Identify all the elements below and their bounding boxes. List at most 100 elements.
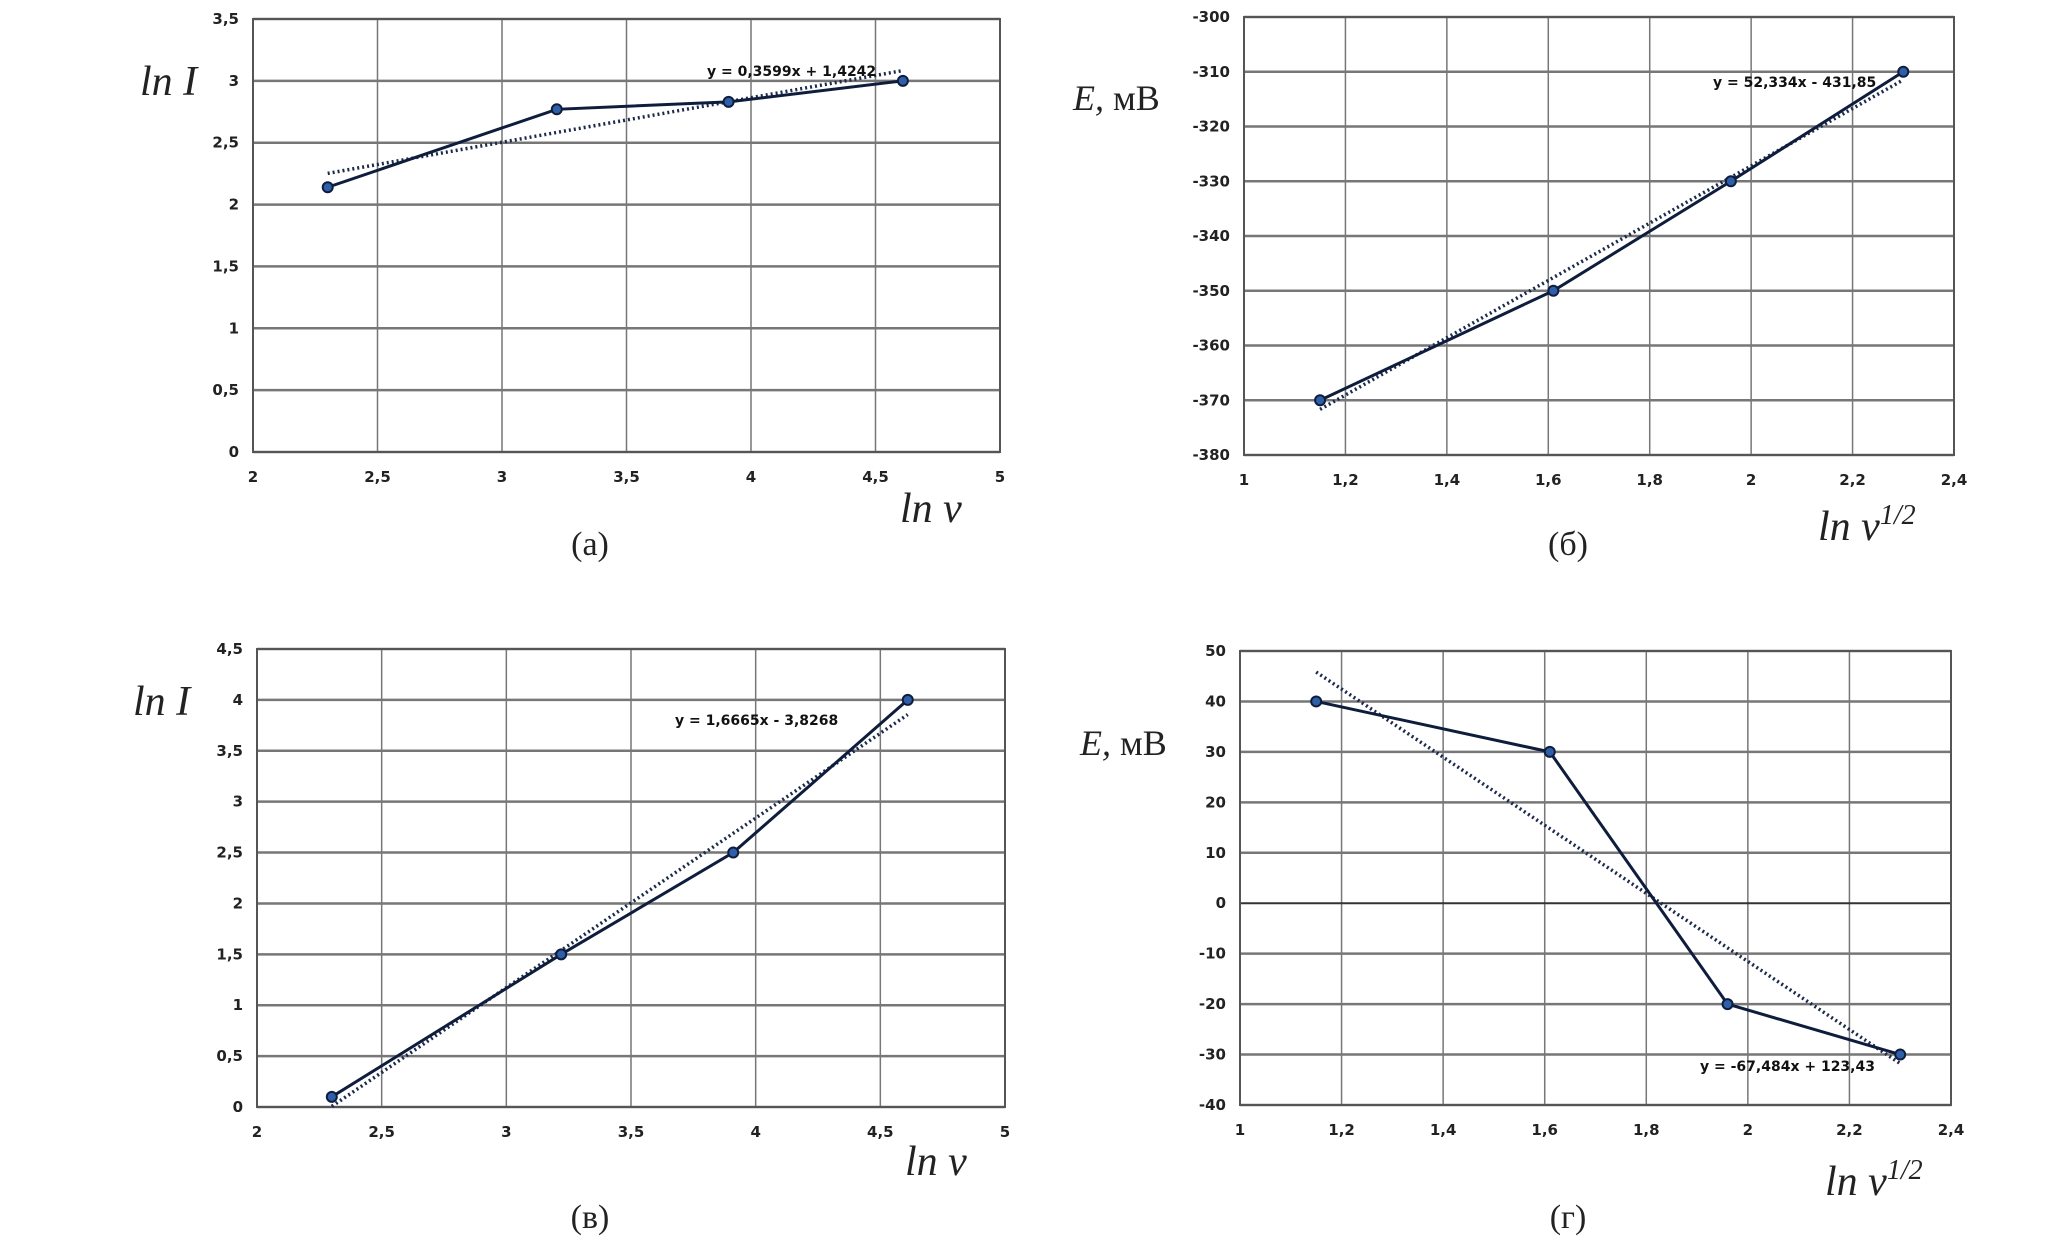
trendline-equation: y = 52,334x - 431,85 bbox=[1713, 75, 1876, 91]
x-tick-label: 3,5 bbox=[618, 1123, 645, 1141]
y-tick-label: 3 bbox=[229, 72, 239, 90]
data-point bbox=[896, 74, 909, 87]
x-tick-label: 5 bbox=[1000, 1123, 1010, 1141]
y-tick-label: 3,5 bbox=[216, 742, 243, 760]
x-tick-label: 1,8 bbox=[1633, 1121, 1660, 1139]
x-axis-label: ln ν bbox=[905, 1139, 967, 1185]
y-tick-label: 1,5 bbox=[212, 257, 239, 275]
y-tick-label: -310 bbox=[1192, 63, 1230, 81]
x-tick-label: 2,4 bbox=[1941, 471, 1968, 489]
data-point bbox=[1897, 65, 1910, 78]
data-point bbox=[555, 948, 568, 961]
x-axis-superscript: 1/2 bbox=[1887, 1155, 1923, 1186]
data-point bbox=[1543, 745, 1556, 758]
x-axis-label: ln ν1/2 bbox=[1825, 1155, 1923, 1205]
y-tick-label: -40 bbox=[1199, 1096, 1226, 1114]
y-tick-label: -20 bbox=[1199, 995, 1226, 1013]
y-axis-symbol: ln I bbox=[133, 679, 192, 725]
y-tick-label: 0,5 bbox=[212, 381, 239, 399]
plot-area-border bbox=[256, 648, 1006, 1108]
data-point bbox=[727, 846, 740, 859]
y-axis-label: E, мВ bbox=[1072, 78, 1160, 118]
y-tick-label: 2 bbox=[229, 196, 239, 214]
y-axis-label: E, мВ bbox=[1079, 723, 1167, 763]
y-tick-label: 3 bbox=[233, 793, 243, 811]
data-point bbox=[901, 693, 914, 706]
data-point bbox=[722, 95, 735, 108]
y-axis-symbol: E, bbox=[1079, 723, 1111, 763]
x-tick-label: 1 bbox=[1235, 1121, 1245, 1139]
y-axis-label: ln I bbox=[140, 59, 199, 105]
plot-area-border bbox=[1243, 16, 1955, 456]
x-tick-label: 2,4 bbox=[1938, 1121, 1965, 1139]
data-point bbox=[550, 103, 563, 116]
x-tick-label: 2 bbox=[1746, 471, 1756, 489]
y-tick-label: 10 bbox=[1205, 844, 1226, 862]
y-tick-label: 1 bbox=[233, 996, 243, 1014]
x-tick-label: 2 bbox=[252, 1123, 262, 1141]
x-axis-superscript: 1/2 bbox=[1880, 500, 1916, 531]
panel-caption: (в) bbox=[571, 1199, 610, 1236]
x-tick-label: 4 bbox=[746, 468, 756, 486]
y-tick-label: -380 bbox=[1192, 446, 1230, 464]
x-tick-label: 2 bbox=[1743, 1121, 1753, 1139]
panel-caption: (а) bbox=[571, 526, 609, 563]
data-series-line bbox=[331, 698, 909, 1099]
data-point bbox=[1894, 1048, 1907, 1061]
chart-panel-4: 1 1,2 1,4 1,6 1,8 2 2,2 2,4 -40 -30 -20 -10 0 10 20 30 4… bbox=[1079, 642, 1964, 1236]
y-tick-label: 1 bbox=[229, 319, 239, 337]
chart-panel-3: 2 2,5 3 3,5 4 4,5 5 0 0,5 1 1,5 2 2,5 3 3,5 4 4,5 y = 1,6… bbox=[133, 640, 1010, 1236]
chart-panel-2: 1 1,2 1,4 1,6 1,8 2 2,2 2,4 -380 -370 -360 -350 -340… bbox=[1072, 8, 1967, 563]
data-series-line bbox=[1319, 70, 1905, 402]
x-tick-label: 1,2 bbox=[1332, 471, 1359, 489]
y-tick-label: 0 bbox=[233, 1098, 243, 1116]
x-tick-label: 1,6 bbox=[1531, 1121, 1558, 1139]
y-axis-unit: мВ bbox=[1104, 78, 1160, 118]
y-tick-label: -300 bbox=[1192, 8, 1230, 26]
x-tick-label: 2 bbox=[248, 468, 258, 486]
y-tick-label: 1,5 bbox=[216, 945, 243, 963]
x-tick-label: 1,4 bbox=[1430, 1121, 1457, 1139]
y-axis-symbol: ln I bbox=[140, 59, 199, 105]
data-point bbox=[1721, 998, 1734, 1011]
x-tick-label: 1,6 bbox=[1535, 471, 1562, 489]
y-tick-label: 2,5 bbox=[212, 134, 239, 152]
data-point bbox=[321, 181, 334, 194]
y-tick-label: -360 bbox=[1192, 337, 1230, 355]
data-point bbox=[1310, 695, 1323, 708]
x-axis-label: ln ν1/2 bbox=[1818, 500, 1916, 550]
data-point bbox=[325, 1090, 338, 1103]
x-tick-label: 1,8 bbox=[1636, 471, 1663, 489]
x-tick-label: 1,2 bbox=[1328, 1121, 1355, 1139]
y-tick-label: -320 bbox=[1192, 118, 1230, 136]
data-point bbox=[1724, 175, 1737, 188]
plot-area-border bbox=[252, 18, 1001, 453]
y-axis-unit: мВ bbox=[1111, 723, 1167, 763]
y-tick-label: 3,5 bbox=[212, 10, 239, 28]
trendline-equation: y = -67,484x + 123,43 bbox=[1700, 1059, 1875, 1075]
y-tick-label: -30 bbox=[1199, 1046, 1226, 1064]
x-tick-label: 4 bbox=[750, 1123, 760, 1141]
x-tick-label: 1,4 bbox=[1434, 471, 1461, 489]
x-tick-label: 2,5 bbox=[364, 468, 391, 486]
x-axis-label: ln ν bbox=[900, 486, 962, 532]
x-axis-symbol: ln ν bbox=[900, 486, 962, 532]
y-tick-label: 30 bbox=[1205, 743, 1226, 761]
y-tick-label: 4,5 bbox=[216, 640, 243, 658]
y-axis-symbol: E, bbox=[1072, 78, 1104, 118]
y-axis-label: ln I bbox=[133, 679, 192, 725]
data-series-line bbox=[327, 79, 904, 189]
chart-panel-1: 2 2,5 3 3,5 4 4,5 5 0 0,5 1 1,5 2 2,5 3 3,5 y = 0,3599x… bbox=[140, 10, 1005, 563]
x-tick-label: 5 bbox=[995, 468, 1005, 486]
x-tick-label: 1 bbox=[1239, 471, 1249, 489]
x-axis-symbol: ln ν bbox=[905, 1139, 967, 1185]
trendline bbox=[327, 68, 904, 176]
y-tick-label: 0 bbox=[1216, 894, 1226, 912]
panel-caption: (б) bbox=[1548, 526, 1588, 563]
y-tick-label: 2,5 bbox=[216, 844, 243, 862]
y-tick-label: 0,5 bbox=[216, 1047, 243, 1065]
data-series-line bbox=[1315, 699, 1901, 1056]
y-tick-label: 4 bbox=[233, 691, 243, 709]
y-tick-label: -350 bbox=[1192, 282, 1230, 300]
